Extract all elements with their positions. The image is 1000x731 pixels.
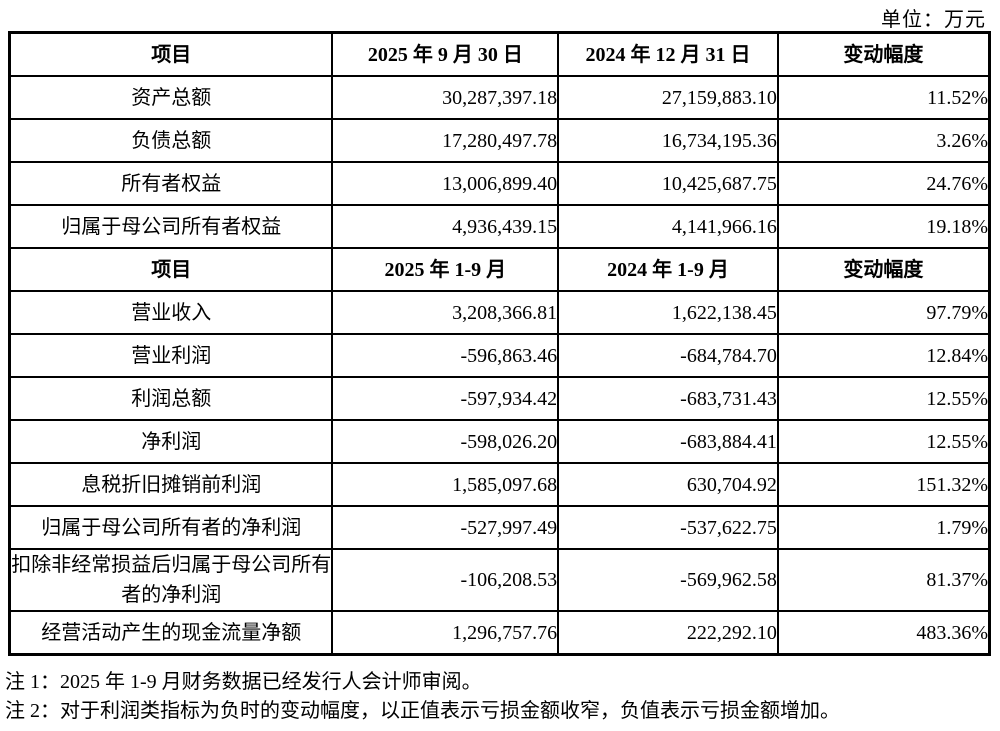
value-cell: 4,936,439.15: [331, 204, 560, 249]
financial-table: 项目 2025 年 9 月 30 日 2024 年 12 月 31 日变动幅度 资产总…: [8, 31, 991, 656]
header-cell: 2024 年 1-9 月: [557, 247, 779, 292]
table-row: 负债总额 17,280,497.78 16,734,195.36 3.26%: [8, 118, 991, 163]
header-row: 项目 2025 年 9 月 30 日 2024 年 12 月 31 日变动幅度: [8, 31, 991, 77]
value-cell: 16,734,195.36: [557, 118, 779, 163]
change-cell: 12.84%: [776, 333, 991, 378]
value-cell: -569,962.58: [557, 548, 779, 612]
footnotes: 注 1：2025 年 1-9 月财务数据已经发行人会计师审阅。 注 2：对于利润…: [5, 668, 995, 726]
value-cell: -537,622.75: [557, 505, 779, 550]
value-cell: 27,159,883.10: [557, 75, 779, 120]
unit-label: 单位：万元: [881, 9, 986, 31]
header-cell: 变动幅度: [776, 247, 991, 292]
value-cell: 1,622,138.45: [557, 290, 779, 335]
change-cell: 151.32%: [776, 462, 991, 507]
table-row: 利润总额 -597,934.42 -683,731.43 12.55%: [8, 376, 991, 421]
item-cell: 扣除非经常损益后归属于母公司所有者的净利润: [8, 548, 334, 612]
value-cell: 3,208,366.81: [331, 290, 560, 335]
value-cell: -106,208.53: [331, 548, 560, 612]
table-row: 营业利润 -596,863.46 -684,784.70 12.84%: [8, 333, 991, 378]
item-cell: 所有者权益: [8, 161, 334, 206]
change-cell: 12.55%: [776, 419, 991, 464]
header-cell: 项目: [8, 31, 334, 77]
value-cell: -683,731.43: [557, 376, 779, 421]
value-cell: -683,884.41: [557, 419, 779, 464]
header-cell: 2024 年 12 月 31 日: [557, 31, 779, 77]
change-cell: 483.36%: [776, 610, 991, 656]
change-cell: 3.26%: [776, 118, 991, 163]
table-row: 资产总额 30,287,397.18 27,159,883.10 11.52%: [8, 75, 991, 120]
item-cell: 营业收入: [8, 290, 334, 335]
table-row: 归属于母公司所有者权益 4,936,439.15 4,141,966.16 19.18…: [8, 204, 991, 249]
item-cell: 经营活动产生的现金流量净额: [8, 610, 334, 656]
change-cell: 81.37%: [776, 548, 991, 612]
header-cell: 项目: [8, 247, 334, 292]
item-cell: 归属于母公司所有者的净利润: [8, 505, 334, 550]
value-cell: -527,997.49: [331, 505, 560, 550]
change-cell: 19.18%: [776, 204, 991, 249]
item-cell: 净利润: [8, 419, 334, 464]
value-cell: 222,292.10: [557, 610, 779, 656]
header-row: 项目 2025 年 1-9 月 2024 年 1-9 月变动幅度: [8, 247, 991, 292]
header-cell: 2025 年 9 月 30 日: [331, 31, 560, 77]
value-cell: 30,287,397.18: [331, 75, 560, 120]
value-cell: 1,585,097.68: [331, 462, 560, 507]
table-row: 净利润 -598,026.20 -683,884.41 12.55%: [8, 419, 991, 464]
item-cell: 利润总额: [8, 376, 334, 421]
item-cell: 营业利润: [8, 333, 334, 378]
value-cell: 10,425,687.75: [557, 161, 779, 206]
financial-table-body: 项目 2025 年 9 月 30 日 2024 年 12 月 31 日变动幅度 资产总…: [8, 31, 991, 656]
footnote-2: 注 2：对于利润类指标为负时的变动幅度，以正值表示亏损金额收窄，负值表示亏损金额…: [5, 700, 840, 722]
table-row: 营业收入 3,208,366.81 1,622,138.45 97.79%: [8, 290, 991, 335]
table-row: 息税折旧摊销前利润 1,585,097.68 630,704.92 151.32%: [8, 462, 991, 507]
value-cell: 4,141,966.16: [557, 204, 779, 249]
change-cell: 24.76%: [776, 161, 991, 206]
item-cell: 资产总额: [8, 75, 334, 120]
value-cell: 1,296,757.76: [331, 610, 560, 656]
item-cell: 归属于母公司所有者权益: [8, 204, 334, 249]
header-cell: 2025 年 1-9 月: [331, 247, 560, 292]
change-cell: 11.52%: [776, 75, 991, 120]
item-cell: 负债总额: [8, 118, 334, 163]
value-cell: -684,784.70: [557, 333, 779, 378]
header-cell: 变动幅度: [776, 31, 991, 77]
table-row: 经营活动产生的现金流量净额 1,296,757.76 222,292.10 483.3…: [8, 610, 991, 656]
table-row: 扣除非经常损益后归属于母公司所有者的净利润 -106,208.53 -569,962…: [8, 548, 991, 612]
table-row: 所有者权益 13,006,899.40 10,425,687.75 24.76%: [8, 161, 991, 206]
table-row: 归属于母公司所有者的净利润 -527,997.49 -537,622.75 1.79%: [8, 505, 991, 550]
footnote-1: 注 1：2025 年 1-9 月财务数据已经发行人会计师审阅。: [5, 671, 482, 693]
value-cell: 17,280,497.78: [331, 118, 560, 163]
value-cell: -598,026.20: [331, 419, 560, 464]
change-cell: 12.55%: [776, 376, 991, 421]
value-cell: -596,863.46: [331, 333, 560, 378]
change-cell: 97.79%: [776, 290, 991, 335]
value-cell: -597,934.42: [331, 376, 560, 421]
value-cell: 13,006,899.40: [331, 161, 560, 206]
item-cell: 息税折旧摊销前利润: [8, 462, 334, 507]
change-cell: 1.79%: [776, 505, 991, 550]
value-cell: 630,704.92: [557, 462, 779, 507]
